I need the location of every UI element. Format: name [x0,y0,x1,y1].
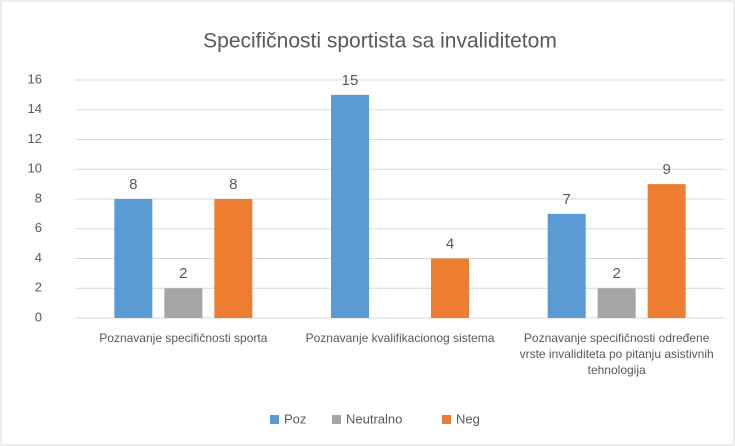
y-tick-label: 16 [28,71,42,86]
data-label: 8 [229,176,237,193]
bar [547,213,586,318]
legend-swatch [270,415,279,424]
data-label: 7 [562,191,570,208]
data-label: 9 [662,161,670,178]
y-tick-label: 0 [35,309,42,324]
y-tick-label: 4 [35,250,42,265]
legend-swatch [332,415,341,424]
x-tick-label: Poznavanje specifičnosti sporta [99,331,268,345]
bar [647,184,686,318]
bar [331,94,369,318]
x-tick-label: Poznavanje kvalifikacionog sistema [305,331,495,345]
bar [214,199,253,318]
legend-label: Neutralno [346,411,402,426]
legend-label: Poz [284,411,306,426]
data-label: 8 [129,176,137,193]
legend-swatch [442,415,451,424]
y-tick-label: 10 [28,161,42,176]
y-tick-label: 14 [28,101,42,116]
bar [597,288,636,318]
bar [114,199,153,318]
bar [164,288,203,318]
data-label: 2 [612,265,620,282]
y-tick-label: 2 [35,280,42,295]
data-label: 15 [342,72,359,89]
y-tick-label: 6 [35,220,42,235]
bar [431,258,469,318]
x-tick-label: Poznavanje specifičnosti određene vrste … [519,331,714,377]
data-label: 4 [446,235,454,252]
y-tick-label: 8 [35,190,42,205]
chart-title: Specifičnosti sportista sa invaliditetom [203,30,557,53]
legend-label: Neg [456,411,480,426]
data-label: 2 [179,265,187,282]
y-tick-label: 12 [28,131,42,146]
